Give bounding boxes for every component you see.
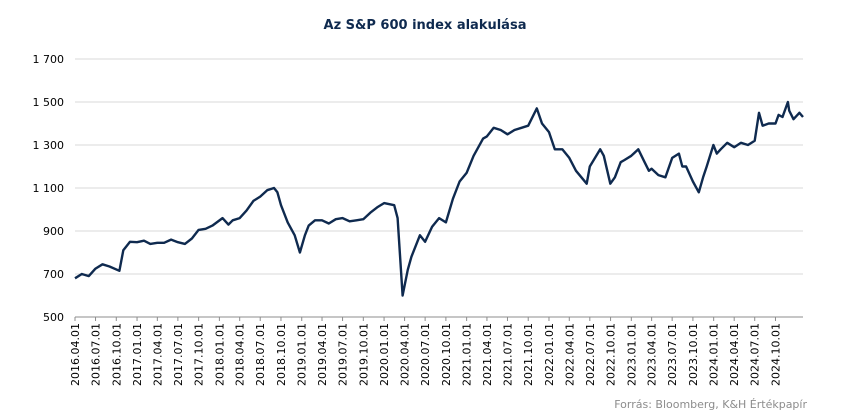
x-tick-label: 2024.10.01 [769, 323, 782, 386]
x-tick-label: 2022.01.01 [543, 323, 556, 386]
chart-title: Az S&P 600 index alakulása [324, 18, 527, 33]
y-tick-label: 1 500 [33, 96, 65, 109]
y-tick-label: 1 100 [33, 182, 65, 195]
x-tick-label: 2024.04.01 [728, 323, 741, 386]
x-tick-label: 2017.01.01 [131, 323, 144, 386]
x-tick-label: 2021.10.01 [522, 323, 535, 386]
x-tick-label: 2018.10.01 [275, 323, 288, 386]
y-axis-ticks: 500 700 900 1 100 1 300 1 500 1 700 [33, 53, 65, 324]
x-tick-label: 2020.07.01 [419, 323, 432, 386]
y-tick-label: 1 700 [33, 53, 65, 66]
x-tick-label: 2017.07.01 [172, 323, 185, 386]
x-tick-label: 2020.10.01 [440, 323, 453, 386]
x-tick-label: 2024.01.01 [708, 323, 721, 386]
x-axis-ticks: 2016.04.01 2016.07.01 2016.10.01 2017.01.01… [69, 317, 782, 386]
x-tick-label: 2018.01.01 [213, 323, 226, 386]
x-tick-label: 2024.07.01 [749, 323, 762, 386]
y-tick-label: 900 [43, 225, 64, 238]
x-tick-label: 2023.01.01 [625, 323, 638, 386]
x-tick-label: 2022.10.01 [605, 323, 618, 386]
x-tick-label: 2016.07.01 [90, 323, 103, 386]
x-tick-label: 2021.07.01 [501, 323, 514, 386]
x-tick-label: 2016.10.01 [110, 323, 123, 386]
x-tick-label: 2016.04.01 [69, 323, 82, 386]
x-tick-label: 2022.04.01 [563, 323, 576, 386]
series-line-sp600 [74, 100, 804, 297]
x-tick-label: 2017.10.01 [193, 323, 206, 386]
x-tick-label: 2017.04.01 [151, 323, 164, 386]
x-tick-label: 2021.04.01 [481, 323, 494, 386]
x-tick-label: 2020.01.01 [378, 323, 391, 386]
x-tick-label: 2021.01.01 [461, 323, 474, 386]
x-tick-label: 2018.07.01 [254, 323, 267, 386]
x-tick-label: 2019.04.01 [316, 323, 329, 386]
x-tick-label: 2019.07.01 [337, 323, 350, 386]
x-tick-label: 2019.01.01 [296, 323, 309, 386]
y-tick-label: 500 [43, 311, 64, 324]
x-tick-label: 2022.07.01 [584, 323, 597, 386]
x-tick-label: 2019.10.01 [357, 323, 370, 386]
source-note: Forrás: Bloomberg, K&H Értékpapír [614, 398, 807, 411]
gridlines [75, 58, 803, 275]
x-tick-label: 2018.04.01 [234, 323, 247, 386]
y-tick-label: 1 300 [33, 139, 65, 152]
x-tick-label: 2020.04.01 [399, 323, 412, 386]
x-tick-label: 2023.04.01 [646, 323, 659, 386]
x-tick-label: 2023.07.01 [666, 323, 679, 386]
x-tick-label: 2023.10.01 [687, 323, 700, 386]
y-tick-label: 700 [43, 268, 64, 281]
